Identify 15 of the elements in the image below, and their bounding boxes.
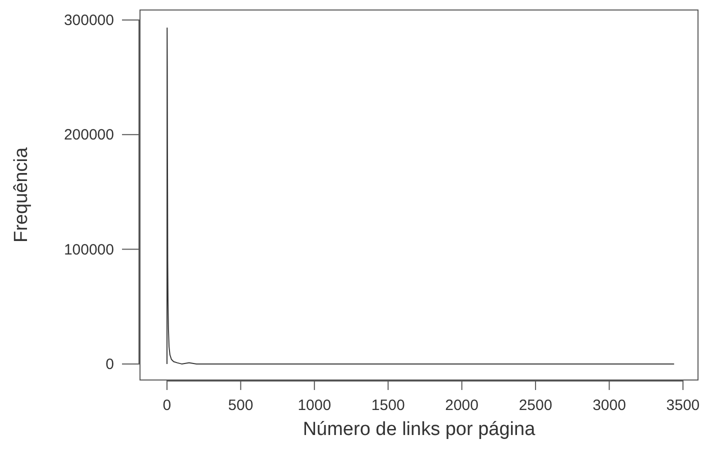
y-tick-label: 100000 (64, 241, 114, 258)
x-tick-label: 3000 (592, 397, 626, 414)
x-tick-label: 2500 (518, 397, 552, 414)
y-tick-label: 0 (106, 356, 114, 373)
line-series (166, 28, 675, 364)
x-tick-label: 0 (162, 397, 172, 414)
x-tick-label: 1000 (298, 397, 332, 414)
y-axis-title: Frequência (11, 147, 32, 243)
x-tick-label: 500 (228, 397, 254, 414)
x-tick-label: 3500 (666, 397, 700, 414)
y-tick-label: 300000 (64, 12, 114, 29)
y-tick-label: 200000 (64, 126, 114, 144)
x-axis-title: Número de links por página (302, 419, 536, 440)
x-tick-label: 2000 (445, 397, 479, 414)
x-tick-label: 1500 (371, 397, 405, 414)
